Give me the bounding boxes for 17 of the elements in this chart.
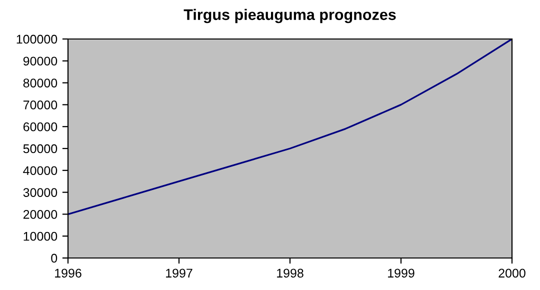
y-tick-label: 20000: [23, 210, 58, 219]
y-tick-label: 70000: [23, 100, 58, 110]
y-tick-label: 80000: [23, 78, 58, 88]
y-tick-label: 10000: [24, 232, 58, 241]
x-tick-label: 1998: [277, 268, 304, 278]
y-tick-label: 100000: [16, 34, 58, 44]
chart-title: Tirgus pieauguma prognozes: [184, 8, 396, 24]
y-tick-label: 40000: [23, 166, 58, 176]
x-tick-label: 1996: [55, 268, 82, 278]
x-tick-label: 2000: [498, 268, 526, 278]
y-tick-label: 30000: [23, 188, 58, 197]
x-tick-label: 1999: [388, 268, 414, 278]
y-tick-label: 0: [51, 254, 58, 263]
y-tick-label: 60000: [23, 122, 58, 132]
y-tick-label: 50000: [23, 144, 58, 154]
x-tick-label: 1997: [166, 268, 192, 278]
y-tick-label: 90000: [23, 56, 58, 66]
